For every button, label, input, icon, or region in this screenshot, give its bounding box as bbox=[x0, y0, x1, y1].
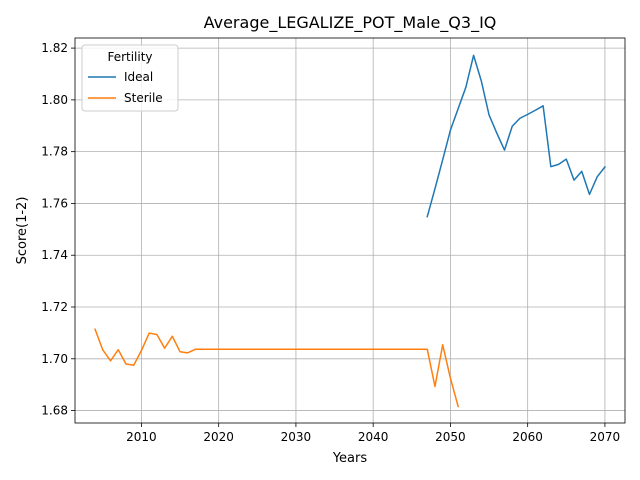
x-tick-label: 2040 bbox=[358, 430, 389, 444]
x-axis-label: Years bbox=[332, 451, 368, 466]
x-tick-label: 2030 bbox=[281, 430, 312, 444]
chart-title: Average_LEGALIZE_POT_Male_Q3_IQ bbox=[204, 13, 497, 33]
legend-title: Fertility bbox=[107, 50, 152, 64]
series-line-sterile bbox=[94, 328, 460, 408]
y-tick-label: 1.72 bbox=[41, 300, 68, 314]
x-tick-label: 2070 bbox=[590, 430, 621, 444]
series-line-ideal bbox=[426, 54, 606, 218]
x-tick-label: 2050 bbox=[435, 430, 466, 444]
y-tick-label: 1.78 bbox=[41, 145, 68, 159]
y-tick-label: 1.82 bbox=[41, 41, 68, 55]
grid bbox=[75, 38, 625, 423]
y-tick-label: 1.70 bbox=[41, 352, 68, 366]
legend-label-sterile: Sterile bbox=[124, 91, 163, 105]
x-tick-label: 2060 bbox=[512, 430, 543, 444]
x-tick-label: 2010 bbox=[126, 430, 157, 444]
plot-frame bbox=[74, 37, 626, 424]
plot-series bbox=[94, 54, 606, 408]
legend: Fertility Ideal Sterile bbox=[81, 44, 179, 112]
legend-box bbox=[81, 44, 179, 112]
y-axis-label: Score(1-2) bbox=[15, 197, 30, 265]
legend-label-ideal: Ideal bbox=[124, 70, 153, 84]
y-tick-label: 1.80 bbox=[41, 93, 68, 107]
x-tick-label: 2020 bbox=[203, 430, 234, 444]
y-tick-label: 1.76 bbox=[41, 196, 68, 210]
y-tick-label: 1.74 bbox=[41, 248, 68, 262]
y-axis-ticks: 1.68 1.70 1.72 1.74 1.76 1.78 1.80 1.82 bbox=[41, 41, 75, 418]
x-axis-ticks: 2010 2020 2030 2040 2050 2060 2070 bbox=[126, 423, 620, 444]
y-tick-label: 1.68 bbox=[41, 404, 68, 418]
